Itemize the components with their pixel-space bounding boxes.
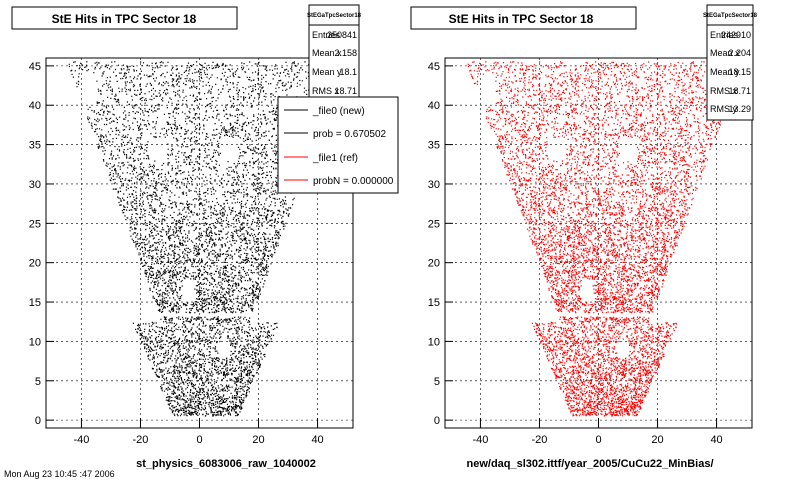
legend-entry-1: prob = 0.670502: [313, 129, 387, 140]
legend-entry-3: probN = 0.000000: [313, 176, 394, 187]
left-x-tick-label-4: 40: [311, 434, 323, 446]
right-stats-value-4: 13.29: [728, 104, 751, 114]
right-y-tick-label-8: 40: [428, 100, 440, 112]
left-y-tick-label-3: 15: [29, 297, 41, 309]
left-x-tick-label-3: 20: [252, 434, 264, 446]
right-pad: 0 5 10 15 20 25 30 35 40 45 -40 -20 0 20 40 new/daq_s…: [410, 4, 758, 470]
right-x-tick-label-3: 20: [651, 434, 663, 446]
right-x-ticks: -40 -20 0 20 40: [472, 418, 723, 446]
right-x-tick-label-2: 0: [595, 434, 601, 446]
left-hit-points: [68, 61, 344, 417]
left-stats-box: StEGaTpcSector18 Entries 250841 Mean x 2…: [307, 4, 362, 103]
left-x-axis-label: st_physics_6083006_raw_1040002: [136, 458, 316, 470]
left-stats-value-0: 250841: [327, 30, 357, 40]
right-y-tick-label-6: 30: [428, 179, 440, 191]
left-x-ticks: -40 -20 0 20 40: [73, 418, 324, 446]
left-y-tick-label-0: 0: [35, 415, 41, 427]
left-hits: [68, 61, 344, 417]
right-hit-points: [467, 61, 743, 417]
right-x-tick-label-0: -40: [472, 434, 488, 446]
right-stats-name: StEGaTpcSector18: [703, 13, 758, 19]
right-y-tick-label-0: 0: [434, 415, 440, 427]
left-y-tick-label-5: 25: [29, 218, 41, 230]
right-y-tick-label-7: 35: [428, 140, 440, 152]
left-x-tick-label-0: -40: [73, 434, 89, 446]
left-y-tick-label-4: 20: [29, 258, 41, 270]
right-stats-value-0: 242910: [721, 30, 751, 40]
left-stats-label-0: Entries: [312, 30, 341, 40]
left-pad: 0 5 10 15 20 25 30 35 40 45 -40 -20 0 20 40 st_physic…: [11, 4, 399, 470]
right-stats-value-1: 2.204: [728, 48, 751, 58]
left-y-tick-label-6: 30: [29, 179, 41, 191]
left-stats-value-1: 2.158: [334, 48, 357, 58]
left-y-tick-label-1: 5: [35, 376, 41, 388]
left-y-tick-label-2: 10: [29, 336, 41, 348]
left-x-tick-label-2: 0: [196, 434, 202, 446]
right-x-tick-label-1: -20: [532, 434, 548, 446]
left-stats-label-1: Mean x: [312, 48, 342, 58]
legend-entry-0: _file0 (new): [312, 106, 365, 117]
right-stats-label-0: Entries: [710, 30, 739, 40]
right-stats-box: StEGaTpcSector18 Entries 242910 Mean x 2…: [703, 4, 758, 121]
right-y-ticks: 0 5 10 15 20 25 30 35 40 45: [428, 61, 453, 427]
left-stats-value-3: 18.71: [334, 86, 357, 96]
right-stats-label-4: RMS y: [710, 104, 738, 114]
left-title: StE Hits in TPC Sector 18: [52, 12, 197, 26]
right-stats-label-3: RMS x: [710, 86, 738, 96]
right-y-tick-label-3: 15: [428, 297, 440, 309]
right-y-tick-label-2: 10: [428, 336, 440, 348]
right-stats-value-2: 18.15: [728, 67, 751, 77]
footer-note: Mon Aug 23 10:45 :47 2006: [4, 469, 115, 479]
right-title-box: StE Hits in TPC Sector 18: [410, 6, 637, 30]
left-stats-label-3: RMS x: [312, 86, 340, 96]
left-y-tick-label-7: 35: [29, 140, 41, 152]
left-y-tick-label-8: 40: [29, 100, 41, 112]
right-y-tick-label-1: 5: [434, 376, 440, 388]
right-x-tick-label-4: 40: [710, 434, 722, 446]
right-stats-value-3: 18.71: [728, 86, 751, 96]
right-hits: [467, 61, 743, 417]
right-stats-label-2: Mean y: [710, 67, 740, 77]
right-x-axis-label: new/daq_sl302.ittf/year_2005/CuCu22_MinB…: [467, 458, 714, 470]
right-y-tick-label-9: 45: [428, 61, 440, 73]
legend-box: _file0 (new) prob = 0.670502 _file1 (ref…: [277, 96, 399, 194]
legend-entry-2: _file1 (ref): [312, 153, 358, 164]
right-y-tick-label-4: 20: [428, 258, 440, 270]
left-stats-name: StEGaTpcSector18: [307, 13, 362, 19]
left-y-tick-label-9: 45: [29, 61, 41, 73]
right-y-tick-label-5: 25: [428, 218, 440, 230]
left-title-box: StE Hits in TPC Sector 18: [11, 6, 238, 30]
left-x-tick-label-1: -20: [133, 434, 149, 446]
left-y-ticks: 0 5 10 15 20 25 30 35 40 45: [29, 61, 54, 427]
left-stats-label-2: Mean y: [312, 67, 342, 77]
right-stats-label-1: Mean x: [710, 48, 740, 58]
right-title: StE Hits in TPC Sector 18: [449, 12, 594, 26]
left-stats-value-2: 18.1: [339, 67, 357, 77]
